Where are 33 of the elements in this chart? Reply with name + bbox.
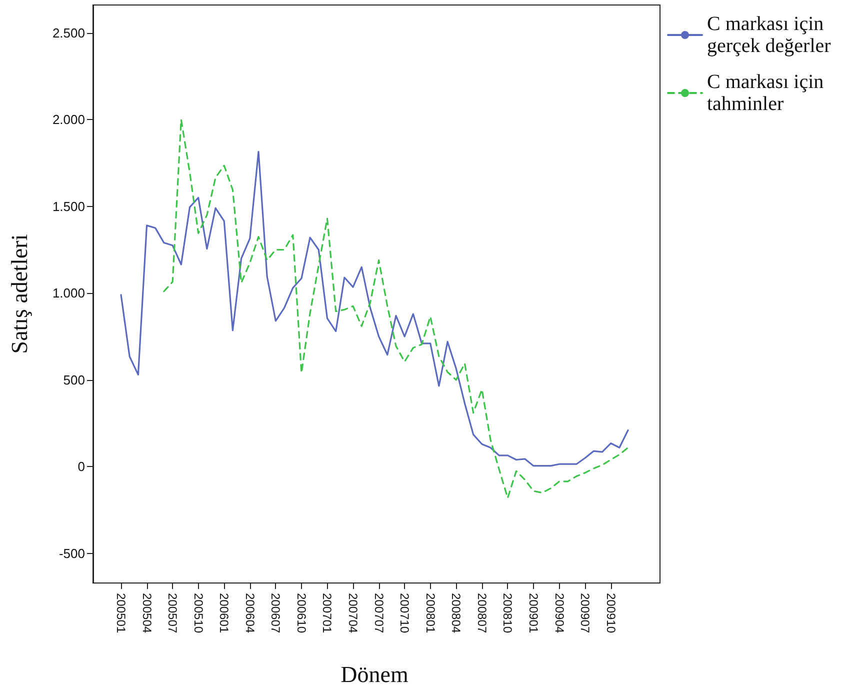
- line-series: [120, 150, 629, 467]
- legend-label: C markası için tahminler: [707, 71, 824, 115]
- x-tick-label: 200601: [217, 593, 232, 634]
- y-tick-label: 1.500: [52, 198, 85, 214]
- x-tick-label: 200707: [372, 593, 386, 634]
- y-tick-label: 500: [63, 372, 85, 388]
- y-axis-title: Satış adetleri: [7, 234, 32, 354]
- x-tick-label: 200710: [398, 593, 412, 634]
- x-tick-label: 200907: [578, 593, 592, 634]
- x-tick-label: 200704: [346, 593, 360, 634]
- legend-label: C markası için gerçek değerler: [707, 13, 832, 57]
- y-tick-label: 0: [78, 459, 85, 474]
- y-tick-label: -500: [58, 546, 85, 561]
- x-tick-label: 200501: [114, 593, 128, 634]
- y-tick-label: 2.500: [52, 25, 85, 40]
- x-tick-label: 200804: [449, 593, 464, 634]
- line-series: [163, 118, 629, 499]
- x-tick-label: 200504: [140, 593, 154, 634]
- y-tick-label: 2.000: [52, 112, 85, 128]
- x-tick-label: 200510: [191, 593, 206, 634]
- x-tick-label: 200604: [242, 593, 257, 634]
- x-tick-label: 200701: [320, 593, 334, 634]
- x-tick-label: 200607: [268, 593, 283, 634]
- x-tick-label: 200810: [500, 593, 515, 634]
- x-tick-label: 200910: [604, 593, 618, 634]
- x-tick-label: 200507: [166, 593, 180, 634]
- x-axis-title: Dönem: [340, 662, 408, 687]
- x-tick-label: 200801: [423, 593, 438, 634]
- x-tick-label: 200901: [526, 593, 540, 634]
- x-tick-label: 200610: [294, 593, 308, 634]
- x-tick-label: 200904: [552, 593, 566, 634]
- x-tick-label: 200807: [474, 593, 489, 634]
- y-tick-label: 1.000: [52, 286, 85, 301]
